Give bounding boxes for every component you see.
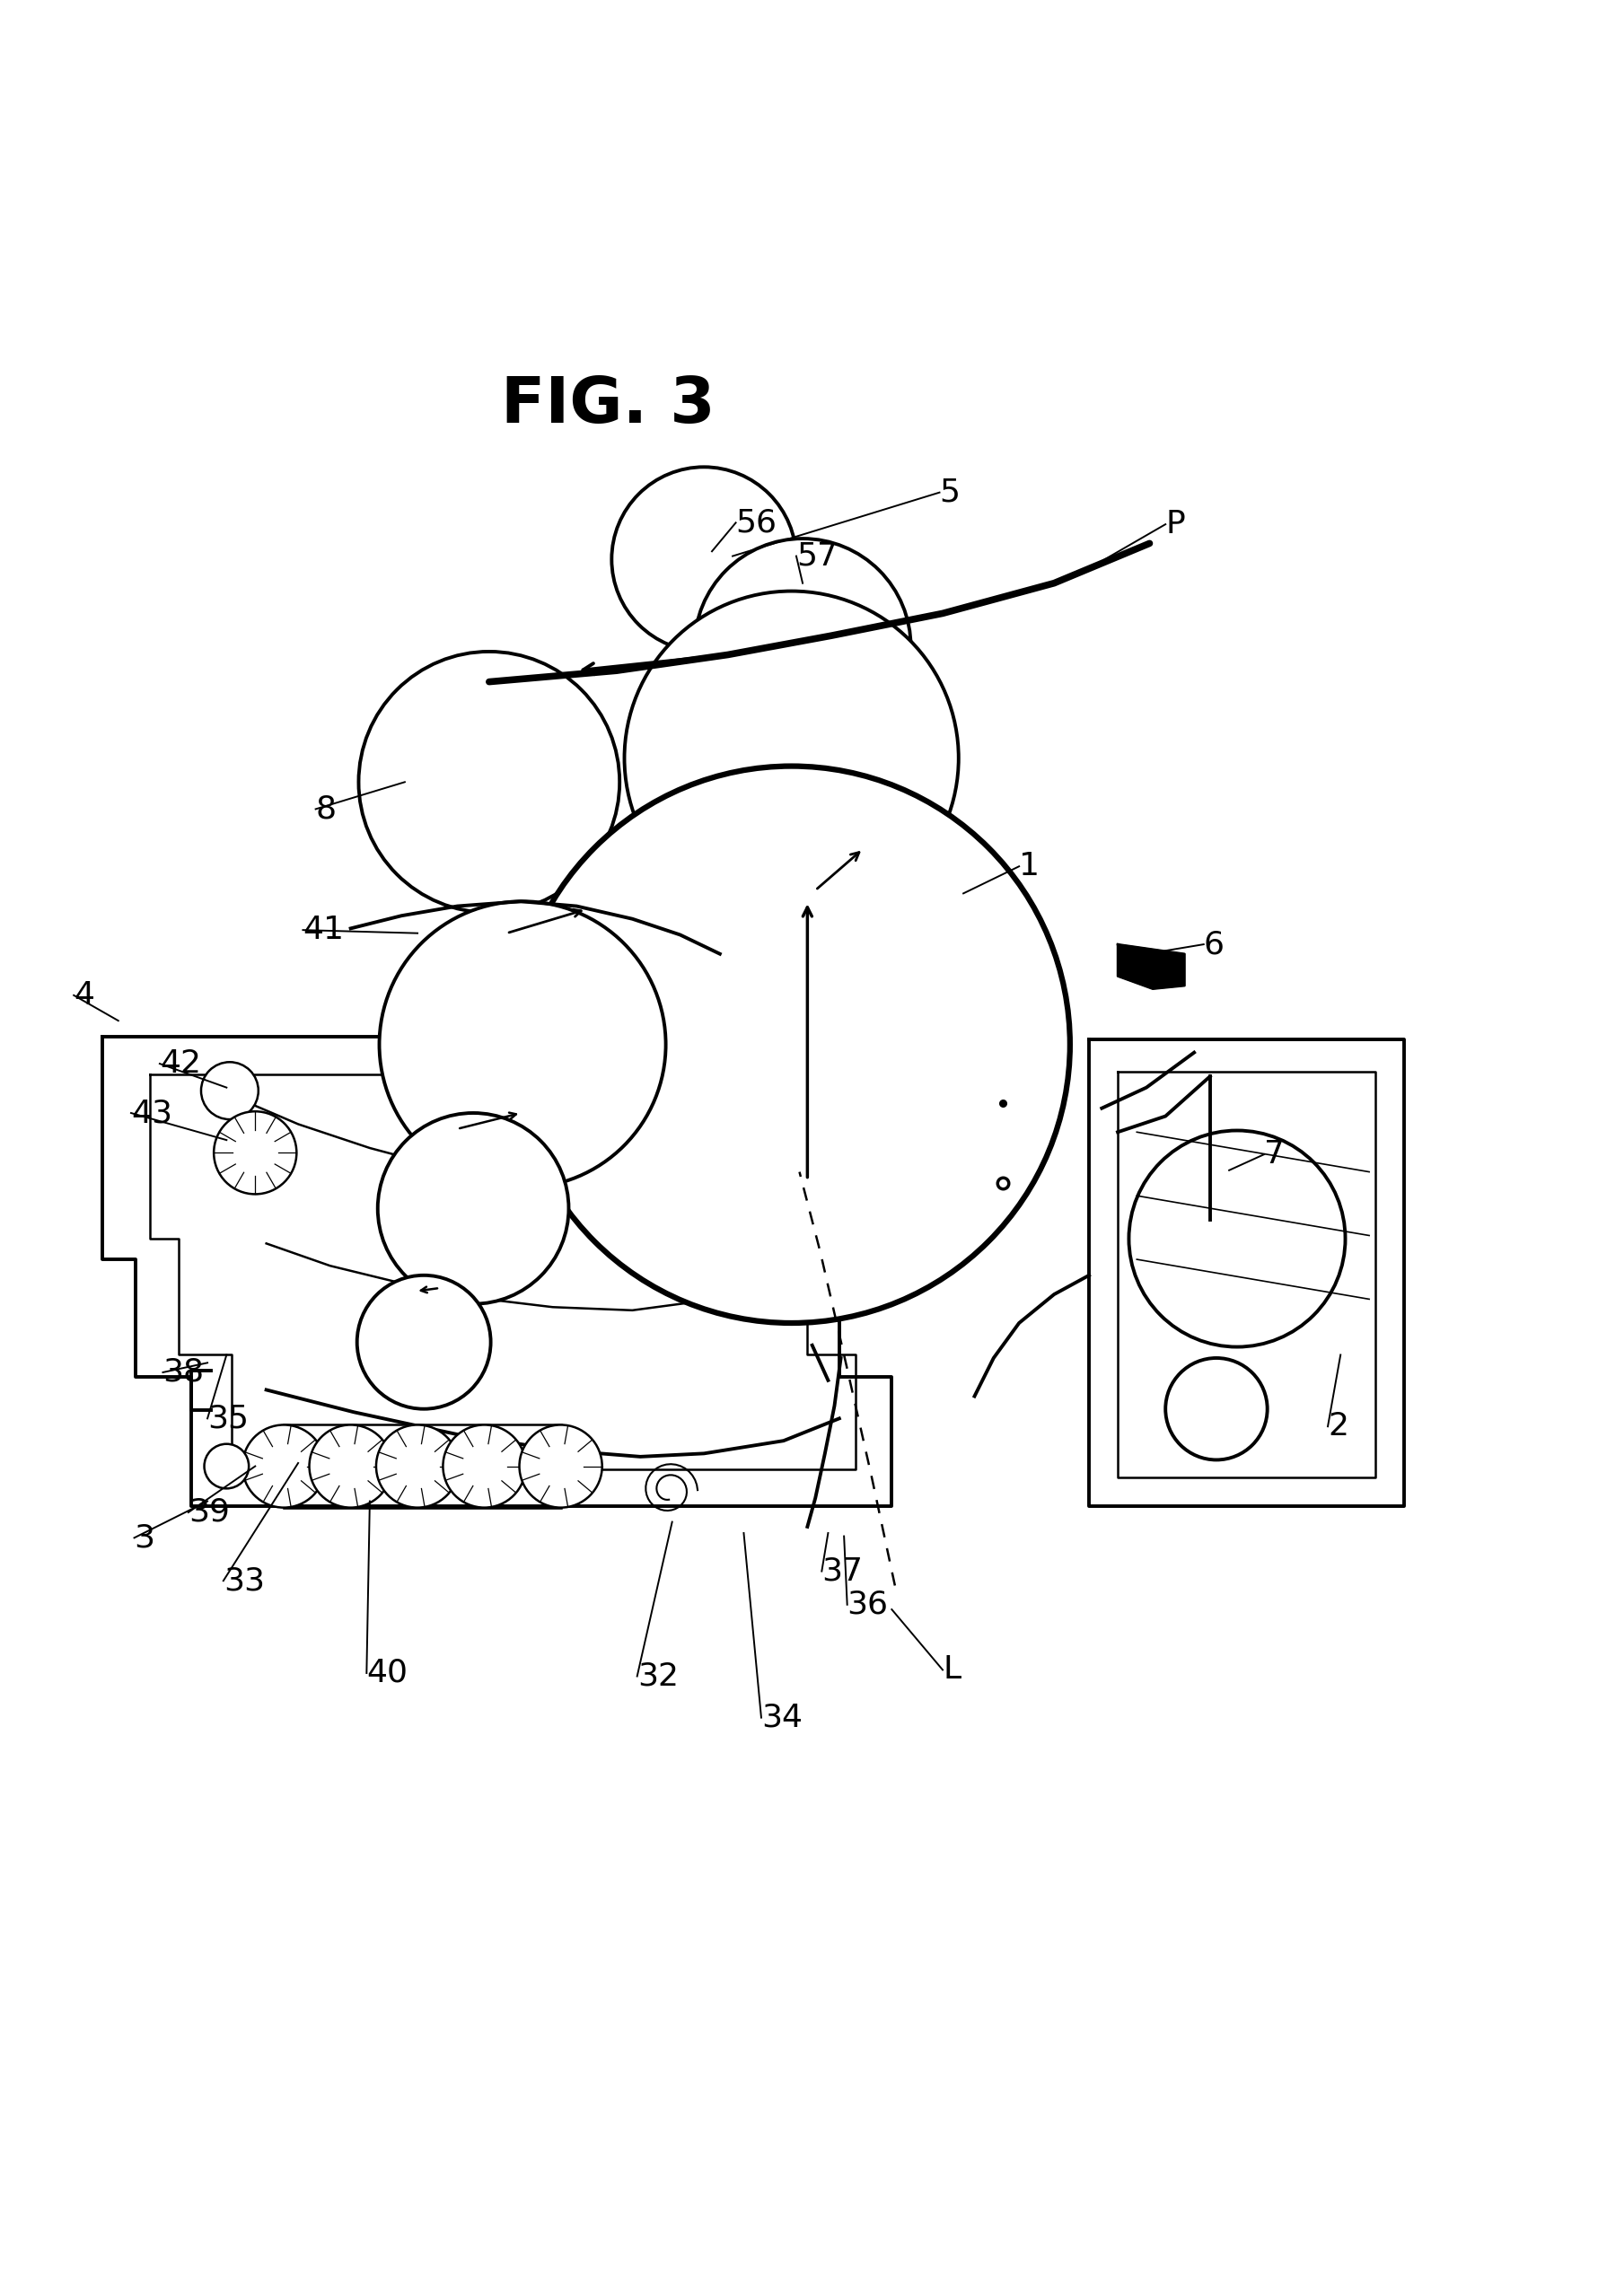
Text: 1: 1 — [1018, 852, 1039, 882]
Text: 35: 35 — [208, 1403, 249, 1433]
Circle shape — [513, 767, 1069, 1322]
Circle shape — [358, 652, 620, 912]
Polygon shape — [1117, 944, 1184, 990]
Text: P: P — [1165, 510, 1184, 540]
Circle shape — [379, 902, 665, 1187]
Circle shape — [243, 1426, 324, 1508]
Circle shape — [612, 466, 796, 652]
Text: 41: 41 — [302, 914, 344, 946]
Text: 43: 43 — [131, 1097, 173, 1127]
Text: 37: 37 — [821, 1557, 863, 1587]
Circle shape — [356, 1274, 491, 1410]
Text: 42: 42 — [160, 1049, 201, 1079]
Text: 40: 40 — [366, 1658, 407, 1688]
Circle shape — [1128, 1130, 1344, 1348]
Text: 39: 39 — [189, 1497, 230, 1527]
Circle shape — [376, 1426, 459, 1508]
Text: L: L — [943, 1655, 960, 1685]
Text: 57: 57 — [796, 542, 837, 572]
Circle shape — [694, 540, 911, 755]
Text: 4: 4 — [74, 980, 94, 1010]
Text: 5: 5 — [940, 478, 960, 507]
Circle shape — [377, 1114, 569, 1304]
Text: 6: 6 — [1203, 930, 1224, 960]
Text: 7: 7 — [1264, 1139, 1285, 1169]
Circle shape — [443, 1426, 526, 1508]
Circle shape — [214, 1111, 296, 1194]
Circle shape — [1165, 1357, 1267, 1460]
Circle shape — [205, 1444, 249, 1488]
Text: 33: 33 — [224, 1566, 265, 1596]
Text: 2: 2 — [1326, 1412, 1347, 1442]
Circle shape — [625, 590, 959, 925]
Circle shape — [201, 1063, 259, 1120]
Text: 32: 32 — [636, 1660, 678, 1692]
Text: 3: 3 — [134, 1522, 155, 1552]
Text: FIG. 3: FIG. 3 — [502, 374, 716, 436]
Text: 38: 38 — [163, 1357, 205, 1387]
Circle shape — [519, 1426, 602, 1508]
Text: 36: 36 — [847, 1589, 888, 1621]
Circle shape — [308, 1426, 392, 1508]
Text: 56: 56 — [735, 507, 777, 537]
Text: 8: 8 — [315, 794, 336, 824]
Text: 34: 34 — [761, 1701, 802, 1733]
